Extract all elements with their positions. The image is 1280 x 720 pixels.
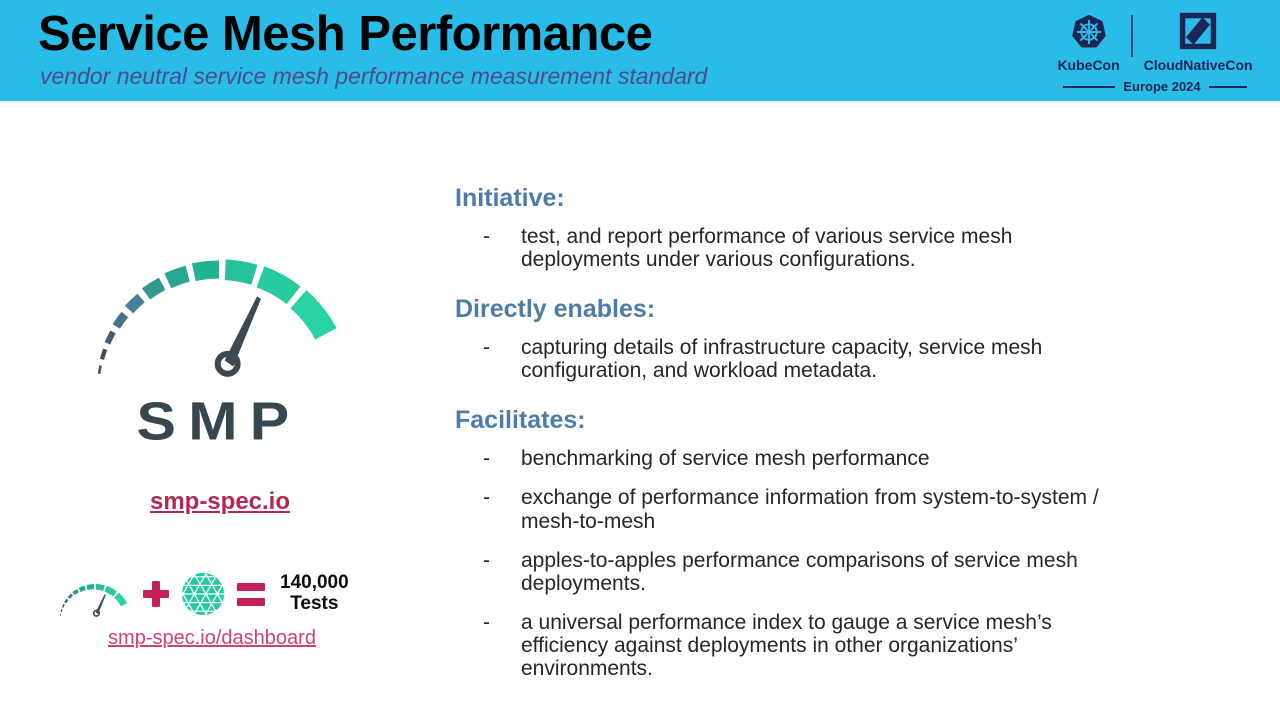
speedometer-small-icon [56, 566, 132, 622]
tests-result: 140,000 Tests [280, 572, 349, 615]
smp-wordmark: SMP [136, 391, 302, 452]
event-divider-right [1208, 85, 1247, 88]
tests-label: Tests [290, 593, 339, 614]
content-sections: Initiative: - test, and report performan… [455, 184, 1215, 680]
section-heading-facilitates: Facilitates: [455, 406, 586, 435]
page-subtitle: vendor neutral service mesh performance … [40, 63, 708, 89]
event-divider-left [1063, 85, 1116, 88]
tests-formula: 140,000 Tests [56, 566, 349, 622]
event-label: Europe 2024 [1123, 79, 1201, 94]
plus-icon [143, 581, 169, 607]
smp-spec-link[interactable]: smp-spec.io [149, 488, 291, 515]
logo-divider [1130, 15, 1133, 57]
section-facilitates: Facilitates: - benchmarking of service m… [455, 406, 1215, 680]
cloudnativecon-icon [1179, 12, 1217, 50]
section-directly-enables: Directly enables: - capturing details of… [455, 295, 1215, 382]
bullet-item: - test, and report performance of variou… [483, 225, 1215, 271]
meshery-icon [181, 572, 225, 616]
cloudnativecon-logo: CloudNativeCon [1144, 11, 1253, 73]
bullet-text: exchange of performance information from… [521, 486, 1099, 533]
bullet-dash: - [483, 336, 490, 360]
bullet-text: apples-to-apples performance comparisons… [521, 548, 1078, 595]
event-logos: KubeCon CloudNativeCon Europe 2024 [1050, 11, 1260, 94]
section-heading-initiative: Initiative: [455, 184, 565, 212]
bullet-item: - exchange of performance information fr… [483, 486, 1215, 532]
bullet-text: a universal performance index to gauge a… [521, 610, 1052, 681]
event-row: Europe 2024 [1050, 79, 1260, 94]
section-heading-directly-enables: Directly enables: [455, 295, 656, 324]
speedometer-icon [84, 196, 354, 395]
bullet-dash: - [483, 225, 490, 248]
bullet-item: - apples-to-apples performance compariso… [483, 549, 1215, 595]
kubecon-label: KubeCon [1057, 57, 1120, 73]
bullet-dash: - [483, 447, 490, 471]
header: Service Mesh Performance vendor neutral … [0, 0, 1280, 103]
kubecon-logo: KubeCon [1057, 11, 1120, 73]
section-initiative: Initiative: - test, and report performan… [455, 184, 1215, 271]
bullet-item: - benchmarking of service mesh performan… [483, 447, 1215, 470]
page-title: Service Mesh Performance [38, 7, 653, 61]
bullet-text: benchmarking of service mesh performance [521, 447, 930, 471]
bullet-text: test, and report performance of various … [521, 225, 1013, 272]
bullet-item: - a universal performance index to gauge… [483, 611, 1215, 680]
dashboard-link[interactable]: smp-spec.io/dashboard [108, 627, 316, 649]
bullet-item: - capturing details of infrastructure ca… [483, 336, 1215, 382]
bullet-dash: - [483, 486, 490, 510]
tests-count: 140,000 [280, 572, 349, 594]
bullet-dash: - [483, 610, 490, 634]
cloudnativecon-label: CloudNativeCon [1143, 57, 1253, 73]
bullet-text: capturing details of infrastructure capa… [521, 336, 1043, 383]
equals-icon [237, 582, 265, 606]
kubecon-helm-icon [1071, 14, 1106, 48]
bullet-dash: - [483, 548, 490, 572]
